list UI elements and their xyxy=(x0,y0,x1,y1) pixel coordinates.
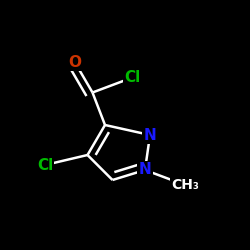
Text: CH₃: CH₃ xyxy=(171,178,199,192)
Text: O: O xyxy=(68,55,82,70)
Text: N: N xyxy=(138,162,151,178)
Text: N: N xyxy=(144,128,156,142)
Text: Cl: Cl xyxy=(124,70,140,85)
Text: Cl: Cl xyxy=(37,158,53,172)
